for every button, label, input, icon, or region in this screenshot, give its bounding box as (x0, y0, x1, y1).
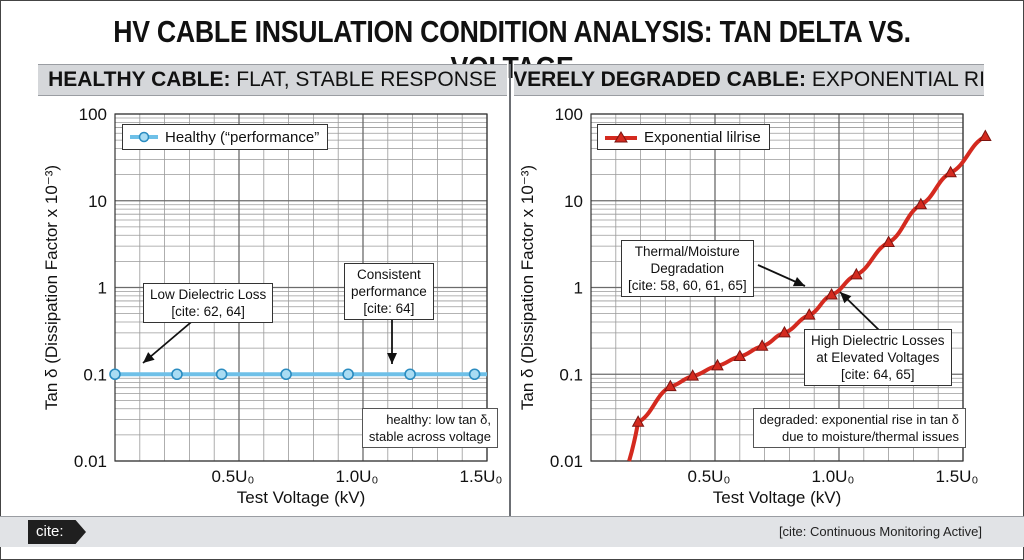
panel-header-bold: HEALTHY CABLE: (48, 68, 231, 91)
callout-line: [cite: 64, 65] (841, 367, 915, 382)
callout-line: [cite: 64] (363, 301, 415, 316)
data-point (802, 308, 816, 320)
x-tick-label: 1.5U₀ (936, 467, 979, 486)
y-tick-label: 100 (555, 105, 583, 124)
data-point (914, 197, 928, 210)
panel-header-text: FLAT, STABLE RESPONSE (236, 68, 497, 91)
legend-label: Healthy (“performance” (165, 128, 320, 146)
callout-line: Low Dielectric Loss (150, 287, 267, 302)
note-healthy: healthy: low tan δ, stable across voltag… (361, 408, 498, 448)
data-point (631, 415, 645, 427)
x-tick-label: 0.5U₀ (212, 467, 255, 486)
panel-header-bold: SEVERELY DEGRADED CABLE: (514, 68, 806, 91)
data-point (109, 368, 121, 381)
legend-circle-marker-icon (130, 131, 158, 143)
data-point (755, 339, 769, 351)
callout-arrow-low-loss-head (143, 352, 155, 363)
data-point (171, 368, 183, 381)
panel-header-healthy: HEALTHY CABLE: FLAT, STABLE RESPONSE (38, 64, 507, 96)
x-tick-label: 1.0U₀ (336, 467, 379, 486)
callout-line: [cite: 62, 64] (171, 304, 245, 319)
x-tick-label: 1.0U₀ (812, 467, 855, 486)
legend-triangle-marker-icon (605, 131, 637, 143)
callout-consistent-performance: Consistent performance [cite: 64] (344, 263, 434, 320)
y-tick-label: 1 (574, 279, 583, 298)
note-line: due to moisture/thermal issues (781, 429, 959, 444)
data-point (778, 325, 791, 338)
callout-arrow-low-loss (142, 317, 197, 364)
note-line: healthy: low tan δ, (386, 412, 491, 427)
callout-arrow-high-losses-head (840, 292, 852, 304)
y-tick-label: 1 (98, 279, 107, 298)
y-tick-label: 0.01 (550, 452, 583, 471)
panel-divider (509, 64, 511, 516)
x-tick-label: 0.5U₀ (688, 467, 731, 486)
data-point (468, 368, 481, 381)
plot-frame (114, 113, 488, 462)
legend-label: Exponential lilrise (644, 128, 761, 146)
cite-tag: cite: (28, 520, 86, 544)
data-point (711, 358, 724, 371)
callout-high-dielectric-losses: High Dielectric Losses at Elevated Volta… (804, 329, 952, 386)
y-tick-label: 0.1 (559, 365, 583, 384)
data-point (733, 349, 747, 362)
y-tick-label: 0.01 (74, 452, 107, 471)
footer-bar (0, 516, 1024, 547)
data-point (850, 267, 863, 280)
callout-arrow-thermal-head (792, 276, 805, 287)
y-tick-label: 100 (79, 105, 107, 124)
y-tick-label: 10 (88, 192, 107, 211)
data-point (404, 368, 416, 381)
note-line: stable across voltage (368, 429, 491, 444)
y-axis-label: Tan δ (Dissipation Factor x 10⁻³) (42, 165, 61, 410)
panel-header-text: EXPONENTIAL RISE (811, 68, 984, 91)
legend-healthy: Healthy (“performance” (122, 124, 329, 150)
x-tick-label: 1.5U₀ (460, 467, 503, 486)
footer-status: [cite: Continuous Monitoring Active] (778, 524, 982, 539)
callout-line: Consistent (357, 267, 421, 282)
data-point (280, 368, 292, 381)
data-point (882, 235, 895, 248)
y-tick-label: 10 (564, 192, 583, 211)
x-axis-label: Test Voltage (kV) (237, 488, 366, 507)
callout-line: performance (351, 284, 427, 299)
data-point (686, 369, 700, 381)
y-axis-label: Tan δ (Dissipation Factor x 10⁻³) (518, 165, 537, 410)
legend-degraded: Exponential lilrise (597, 124, 770, 150)
callout-low-dielectric-loss: Low Dielectric Loss [cite: 62, 64] (143, 283, 274, 323)
callout-line: [cite: 58, 60, 61, 65] (628, 278, 747, 293)
callout-arrow-consistent-head (387, 353, 397, 364)
x-axis-label: Test Voltage (kV) (713, 488, 842, 507)
note-degraded: degraded: exponential rise in tan δ due … (752, 408, 966, 448)
callout-line: Degradation (650, 261, 725, 276)
data-point (978, 129, 992, 142)
data-point (825, 287, 838, 300)
callout-line: Thermal/Moisture (634, 244, 740, 259)
panel-header-degraded: SEVERELY DEGRADED CABLE: EXPONENTIAL RIS… (514, 64, 984, 96)
data-point (215, 368, 228, 381)
plot-frame (590, 113, 964, 462)
y-tick-label: 0.1 (83, 365, 107, 384)
callout-line: at Elevated Voltages (816, 350, 940, 365)
callout-thermal-moisture: Thermal/Moisture Degradation [cite: 58, … (621, 240, 754, 297)
data-point (664, 379, 677, 392)
data-point (342, 368, 354, 381)
data-point (944, 165, 957, 178)
note-line: degraded: exponential rise in tan δ (759, 412, 959, 427)
callout-line: High Dielectric Losses (811, 333, 945, 348)
